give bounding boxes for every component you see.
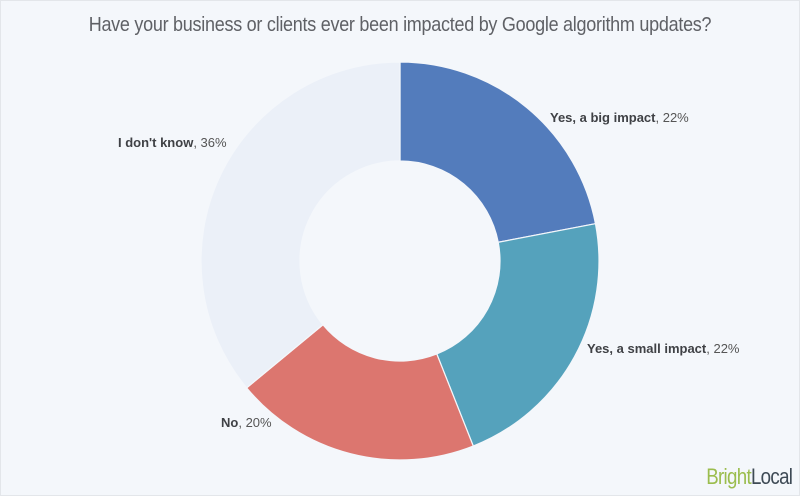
slice-dont-know xyxy=(200,61,401,389)
slice-small-impact xyxy=(436,223,600,447)
label-dont-know: I don't know, 36% xyxy=(118,135,227,150)
label-small-impact-name: Yes, a small impact xyxy=(587,341,707,356)
label-no: No, 20% xyxy=(221,415,272,430)
logo-local: Local xyxy=(750,464,793,489)
slice-big-impact xyxy=(399,61,597,243)
label-small-impact-value: , 22% xyxy=(706,341,740,356)
brightlocal-logo: BrightLocal xyxy=(705,464,793,490)
label-small-impact: Yes, a small impact, 22% xyxy=(587,341,739,356)
label-no-name: No xyxy=(221,415,239,430)
logo-bright: Bright xyxy=(705,464,751,489)
slice-no xyxy=(245,323,475,461)
label-dont-know-value: , 36% xyxy=(193,135,227,150)
label-dont-know-name: I don't know xyxy=(118,135,194,150)
chart-title: Have your business or clients ever been … xyxy=(88,14,712,36)
label-big-impact-name: Yes, a big impact xyxy=(550,110,656,125)
label-big-impact: Yes, a big impact, 22% xyxy=(550,110,689,125)
label-big-impact-value: , 22% xyxy=(655,110,689,125)
label-no-value: , 20% xyxy=(238,415,272,430)
